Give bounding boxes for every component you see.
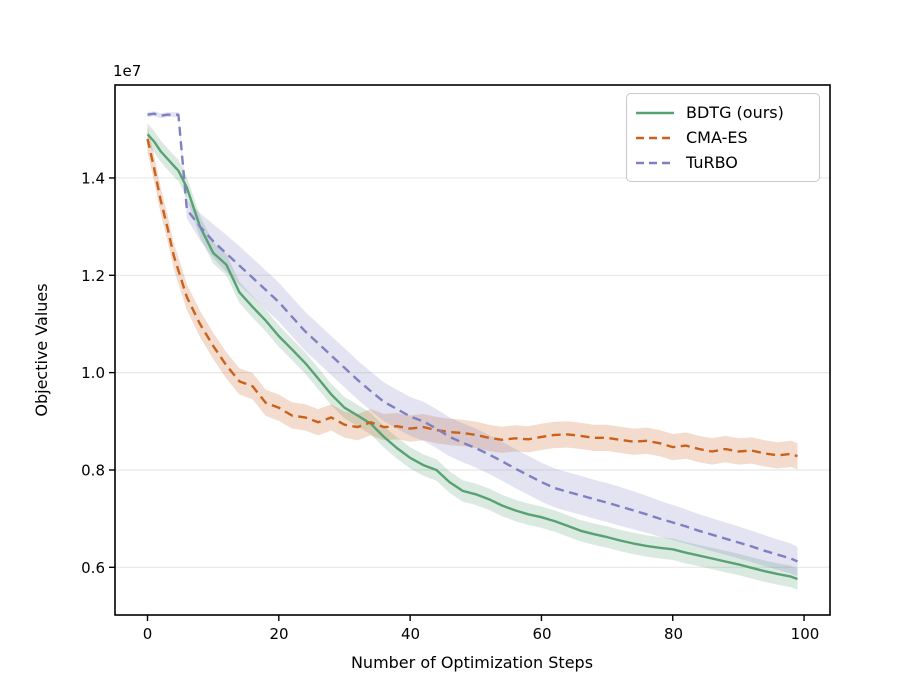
legend-entry-bdtg: BDTG (ours) xyxy=(635,101,811,126)
x-axis-label: Number of Optimization Steps xyxy=(351,653,593,672)
y-tick-label: 1.0 xyxy=(81,364,105,382)
legend-entry-cmaes: CMA-ES xyxy=(635,126,811,151)
x-tick-label: 40 xyxy=(401,625,420,643)
x-tick-label: 80 xyxy=(664,625,683,643)
y-tick-label: 1.4 xyxy=(81,170,105,188)
legend-line-sample-solid xyxy=(636,112,674,115)
y-axis-label: Objective Values xyxy=(32,283,51,416)
axis-offset-text: 1e7 xyxy=(113,62,141,80)
legend-line-sample-dashed xyxy=(636,136,674,140)
legend-label: BDTG (ours) xyxy=(686,103,784,123)
legend-label: CMA-ES xyxy=(686,128,748,147)
turbo-line xyxy=(147,112,798,563)
x-tick-label: 60 xyxy=(532,625,551,643)
y-tick-label: 1.2 xyxy=(81,267,105,285)
bdtg-ours-line xyxy=(146,133,798,581)
tick-marks xyxy=(109,177,805,621)
gridlines xyxy=(115,177,830,568)
x-tick-label: 100 xyxy=(791,625,820,643)
series-lines xyxy=(146,112,798,581)
bdtg-ours-band xyxy=(147,123,798,590)
legend-entry-turbo: TuRBO xyxy=(635,150,811,175)
legend: BDTG (ours) CMA-ES TuRBO xyxy=(626,93,820,182)
x-tick-label: 0 xyxy=(143,625,153,643)
confidence-bands xyxy=(147,111,798,590)
turbo-band xyxy=(147,111,798,577)
legend-line-sample-dashed xyxy=(636,161,674,164)
y-tick-label: 0.6 xyxy=(81,559,105,577)
x-tick-label: 20 xyxy=(269,625,288,643)
y-tick-label: 0.8 xyxy=(81,462,105,480)
cma-es-line xyxy=(146,138,798,458)
legend-label: TuRBO xyxy=(686,152,738,172)
plot-border xyxy=(114,84,831,616)
